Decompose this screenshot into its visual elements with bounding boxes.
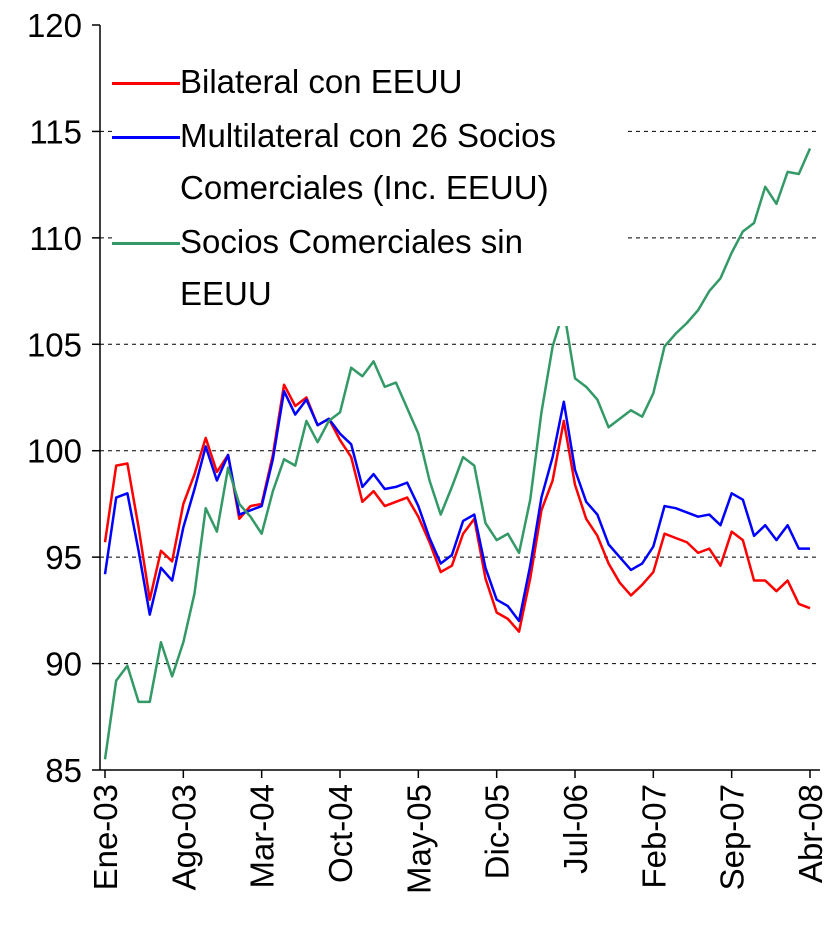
legend: Bilateral con EEUU Multilateral con 26 So…	[112, 52, 624, 326]
series-line	[103, 383, 811, 633]
legend-item: Socios Comerciales sin EEUU	[112, 216, 620, 320]
x-tick-label: Sep-07	[714, 784, 751, 890]
legend-item: Multilateral con 26 Socios Comerciales (…	[112, 110, 620, 214]
y-tick-label: 120	[27, 7, 82, 44]
x-tick-label: Ago-03	[165, 784, 202, 890]
y-tick-label: 95	[45, 539, 82, 576]
x-tick-label: Oct-04	[322, 784, 359, 883]
y-tick-label: 85	[45, 752, 82, 789]
x-tick-label: Abr-08	[792, 784, 829, 883]
y-tick-label: 105	[27, 326, 82, 363]
x-tick-label: Jul-06	[557, 784, 594, 874]
x-tick-label: May-05	[400, 784, 437, 894]
y-tick-label: 115	[29, 113, 82, 150]
legend-swatch	[112, 82, 180, 85]
legend-label: Bilateral con EEUU	[180, 63, 463, 100]
legend-swatch	[112, 242, 180, 245]
series-line	[103, 147, 812, 760]
legend-swatch	[112, 136, 180, 139]
legend-label: Socios Comerciales sin EEUU	[180, 223, 523, 312]
legend-item: Bilateral con EEUU	[112, 56, 620, 108]
y-tick-label: 100	[27, 433, 82, 470]
x-tick-label: Dic-05	[479, 784, 516, 879]
y-tick-label: 110	[29, 220, 82, 257]
series-line	[103, 389, 810, 623]
legend-label: Multilateral con 26 Socios Comerciales (…	[180, 117, 557, 206]
x-tick-label: Ene-03	[87, 784, 124, 890]
x-tick-label: Feb-07	[635, 784, 672, 889]
x-tick-label: Mar-04	[244, 784, 281, 889]
y-tick-label: 90	[45, 646, 82, 683]
